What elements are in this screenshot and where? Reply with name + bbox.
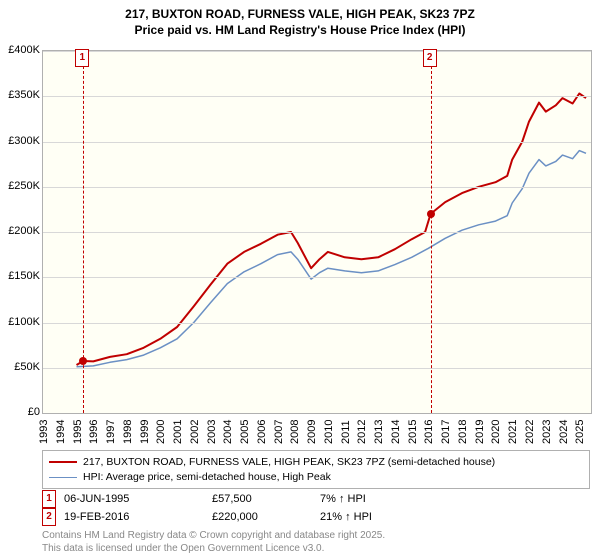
gridline (43, 323, 591, 324)
transactions-table: 1 06-JUN-1995 £57,500 7% ↑ HPI 2 19-FEB-2016 £… (42, 490, 590, 526)
gridline (43, 51, 591, 52)
chart-title: 217, BUXTON ROAD, FURNESS VALE, HIGH PEA… (0, 0, 600, 38)
chart-container: 217, BUXTON ROAD, FURNESS VALE, HIGH PEA… (0, 0, 600, 560)
x-tick-label: 2016 (423, 420, 435, 444)
marker-dot (427, 210, 435, 218)
footer-line-2: This data is licensed under the Open Gov… (42, 543, 385, 556)
x-tick-label: 2001 (172, 420, 184, 444)
transaction-marker: 2 (42, 508, 56, 526)
x-tick-label: 1998 (122, 420, 134, 444)
title-line-2: Price paid vs. HM Land Registry's House … (0, 22, 600, 38)
x-tick-label: 2007 (273, 420, 285, 444)
x-tick-label: 2015 (407, 420, 419, 444)
legend-row-0: 217, BUXTON ROAD, FURNESS VALE, HIGH PEA… (49, 455, 583, 470)
x-tick-label: 2025 (574, 420, 586, 444)
y-tick-label: £50K (0, 361, 40, 373)
transaction-pct: 7% ↑ HPI (320, 493, 440, 505)
y-tick-label: £400K (0, 44, 40, 56)
title-line-1: 217, BUXTON ROAD, FURNESS VALE, HIGH PEA… (0, 6, 600, 22)
transaction-date: 19-FEB-2016 (64, 511, 204, 523)
x-tick-label: 2024 (558, 420, 570, 444)
y-tick-label: £350K (0, 89, 40, 101)
y-tick-label: £300K (0, 135, 40, 147)
x-tick-label: 2014 (390, 420, 402, 444)
x-tick-label: 2019 (474, 420, 486, 444)
legend-row-1: HPI: Average price, semi-detached house,… (49, 470, 583, 485)
legend-label-1: HPI: Average price, semi-detached house,… (83, 470, 331, 485)
x-tick-label: 1999 (139, 420, 151, 444)
x-tick-label: 2004 (222, 420, 234, 444)
x-tick-label: 2006 (256, 420, 268, 444)
x-tick-label: 1996 (88, 420, 100, 444)
y-tick-label: £250K (0, 180, 40, 192)
x-tick-label: 2008 (289, 420, 301, 444)
transaction-price: £57,500 (212, 493, 312, 505)
marker-dot (79, 357, 87, 365)
x-tick-label: 2002 (189, 420, 201, 444)
footer: Contains HM Land Registry data © Crown c… (42, 530, 385, 555)
x-tick-label: 2020 (490, 420, 502, 444)
marker-box: 2 (423, 49, 437, 67)
x-tick-label: 2021 (507, 420, 519, 444)
transaction-row: 2 19-FEB-2016 £220,000 21% ↑ HPI (42, 508, 590, 526)
transaction-date: 06-JUN-1995 (64, 493, 204, 505)
transaction-marker: 1 (42, 490, 56, 508)
x-tick-label: 1997 (105, 420, 117, 444)
legend-label-0: 217, BUXTON ROAD, FURNESS VALE, HIGH PEA… (83, 455, 495, 470)
y-tick-label: £200K (0, 225, 40, 237)
plot-area (42, 50, 592, 414)
marker-dashed-line (431, 51, 432, 413)
legend: 217, BUXTON ROAD, FURNESS VALE, HIGH PEA… (42, 450, 590, 489)
transaction-price: £220,000 (212, 511, 312, 523)
gridline (43, 277, 591, 278)
transaction-row: 1 06-JUN-1995 £57,500 7% ↑ HPI (42, 490, 590, 508)
x-tick-label: 1993 (38, 420, 50, 444)
x-tick-label: 2009 (306, 420, 318, 444)
transaction-pct: 21% ↑ HPI (320, 511, 440, 523)
series-line-property (77, 94, 587, 366)
footer-line-1: Contains HM Land Registry data © Crown c… (42, 530, 385, 543)
x-tick-label: 2011 (340, 420, 352, 444)
gridline (43, 232, 591, 233)
series-line-hpi (77, 151, 587, 367)
x-tick-label: 1995 (72, 420, 84, 444)
x-tick-label: 2000 (155, 420, 167, 444)
x-tick-label: 2010 (323, 420, 335, 444)
gridline (43, 96, 591, 97)
x-tick-label: 2017 (440, 420, 452, 444)
x-tick-label: 2013 (373, 420, 385, 444)
legend-swatch-0 (49, 461, 77, 463)
marker-box: 1 (75, 49, 89, 67)
gridline (43, 142, 591, 143)
y-tick-label: £100K (0, 316, 40, 328)
x-tick-label: 1994 (55, 420, 67, 444)
y-tick-label: £150K (0, 270, 40, 282)
x-tick-label: 2012 (356, 420, 368, 444)
legend-swatch-1 (49, 477, 77, 478)
x-tick-label: 2003 (206, 420, 218, 444)
x-tick-label: 2023 (541, 420, 553, 444)
gridline (43, 368, 591, 369)
x-tick-label: 2018 (457, 420, 469, 444)
gridline (43, 187, 591, 188)
y-tick-label: £0 (0, 406, 40, 418)
x-tick-label: 2005 (239, 420, 251, 444)
x-tick-label: 2022 (524, 420, 536, 444)
